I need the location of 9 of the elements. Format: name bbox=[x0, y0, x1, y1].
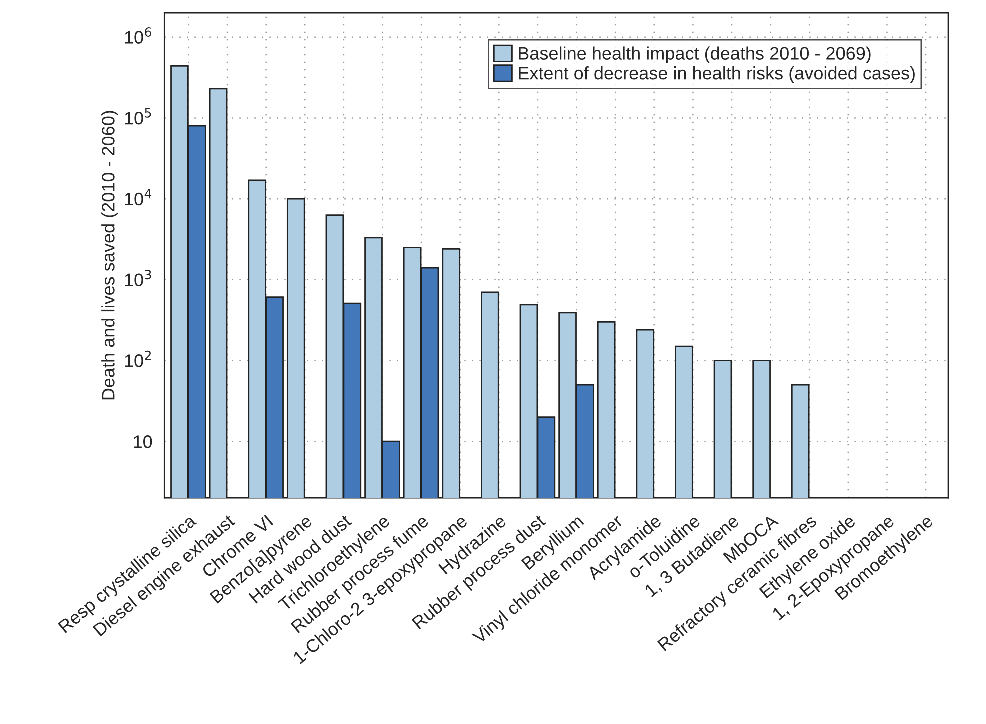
y-axis-title: Death and lives saved (2010 - 2060) bbox=[102, 111, 118, 400]
y-tick-label: 10$^{5}$ bbox=[125, 108, 152, 125]
y-tick-label: 10$^{3}$ bbox=[125, 270, 152, 286]
y-tick-label: 10$^{6}$ bbox=[125, 27, 152, 44]
y-tick-label: 10 bbox=[134, 436, 152, 448]
y-tick-label: 10$^{2}$ bbox=[125, 350, 151, 368]
legend-label: Extent of decrease in health risks (avoided cases) bbox=[519, 66, 915, 84]
legend-label: Baseline health impact (deaths 2010 - 2069) bbox=[519, 46, 871, 64]
y-tick-label: 10$^{4}$ bbox=[125, 189, 152, 206]
